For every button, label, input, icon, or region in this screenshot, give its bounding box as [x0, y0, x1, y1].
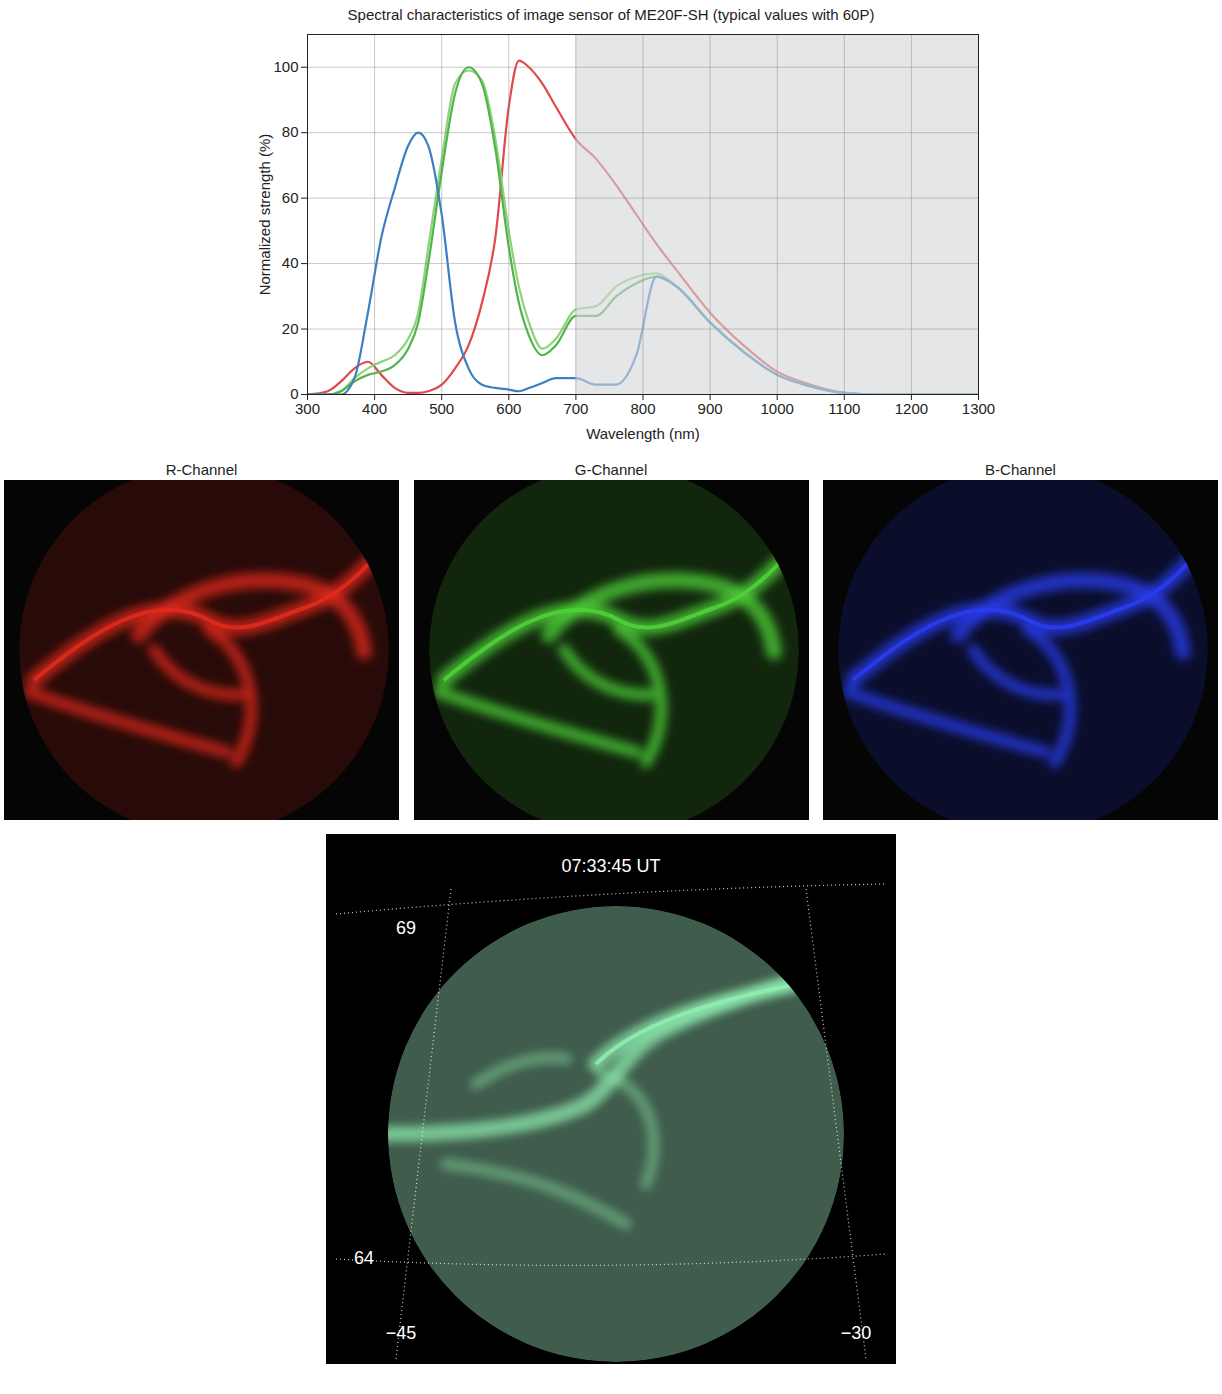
svg-text:1300: 1300 — [962, 400, 995, 417]
html-text:G-Channel: G-Channel — [574, 461, 648, 478]
svg-text:300: 300 — [295, 400, 320, 417]
html-text:Spectral characteristics of im: Spectral characteristics of image sensor… — [347, 6, 875, 23]
html-text:R-Channel: R-Channel — [165, 461, 238, 478]
svg-text:1000: 1000 — [761, 400, 794, 417]
svg-text:60: 60 — [282, 189, 299, 206]
svg-text:07:33:45 UT: 07:33:45 UT — [561, 856, 660, 876]
svg-text:900: 900 — [698, 400, 723, 417]
svg-text:700: 700 — [563, 400, 588, 417]
svg-text:Normalized strength (%): Normalized strength (%) — [256, 134, 273, 296]
svg-text:1100: 1100 — [828, 400, 860, 417]
svg-text:80: 80 — [282, 123, 299, 140]
svg-text:−45: −45 — [386, 1323, 417, 1343]
svg-text:−30: −30 — [841, 1323, 872, 1343]
svg-text:500: 500 — [429, 400, 454, 417]
svg-text:100: 100 — [273, 58, 298, 75]
svg-text:0: 0 — [290, 385, 299, 403]
html-text:B-Channel: B-Channel — [985, 461, 1056, 478]
svg-text:600: 600 — [496, 400, 521, 417]
svg-text:Wavelength (nm): Wavelength (nm) — [586, 425, 700, 442]
svg-text:20: 20 — [282, 320, 299, 337]
svg-text:800: 800 — [630, 400, 655, 417]
svg-text:1200: 1200 — [895, 400, 928, 417]
svg-text:400: 400 — [362, 400, 387, 417]
svg-text:69: 69 — [396, 918, 416, 938]
svg-text:64: 64 — [354, 1248, 374, 1268]
svg-text:40: 40 — [282, 254, 299, 271]
